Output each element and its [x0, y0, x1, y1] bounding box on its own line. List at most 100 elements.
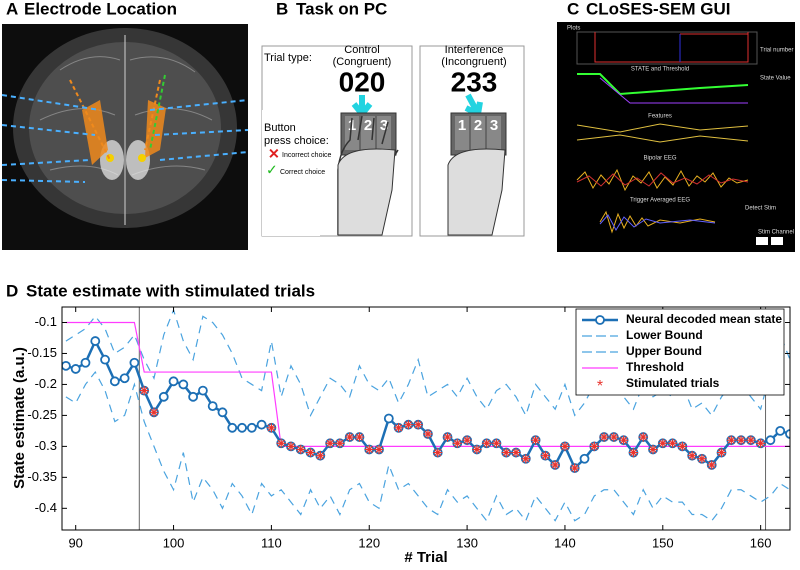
label: Control — [344, 44, 379, 56]
x-tick-label: 140 — [554, 535, 576, 550]
data-point — [70, 364, 81, 374]
gui-label: Plots — [567, 26, 580, 32]
key-label: 2 — [474, 117, 482, 134]
stim-marker — [403, 420, 413, 430]
stim-marker — [482, 438, 492, 448]
gui-label: State Value — [760, 76, 791, 82]
y-tick-label: -0.35 — [27, 469, 57, 484]
data-point — [198, 385, 208, 396]
stim-marker — [276, 438, 286, 448]
data-point — [100, 354, 110, 365]
stim-marker — [540, 451, 550, 461]
data-point — [109, 376, 120, 387]
data-point — [217, 407, 228, 418]
stim-marker — [511, 448, 521, 458]
stim-marker — [736, 435, 746, 445]
gui-label: Trigger Averaged EEG — [630, 198, 690, 204]
stim-marker — [335, 438, 345, 448]
x-tick-label: 110 — [261, 535, 282, 550]
incorrect-icon: ✕ — [268, 146, 280, 162]
panel-title: Task on PC — [296, 0, 387, 18]
keypad: 1 2 3 — [447, 112, 507, 236]
x-tick-label: 120 — [358, 535, 380, 550]
stim-marker — [413, 420, 423, 430]
stim-marker — [521, 454, 531, 464]
data-point — [579, 453, 590, 464]
panel-title: CLoSES-SEM GUI — [586, 0, 731, 18]
gui-label: STATE and Threshold — [631, 67, 689, 73]
stim-marker — [315, 451, 325, 461]
plot-frame — [61, 306, 791, 531]
stim-marker — [560, 441, 570, 451]
stim-marker — [707, 460, 717, 470]
data-point — [246, 422, 257, 433]
stim-marker — [658, 438, 668, 448]
stim-marker — [296, 444, 306, 454]
stim-marker — [423, 429, 433, 439]
data-point — [237, 422, 247, 433]
label: (Incongruent) — [441, 56, 506, 68]
label: press choice: — [264, 135, 329, 147]
data-point — [158, 391, 169, 402]
chart-title: State estimate with stimulated trials — [26, 281, 315, 300]
stim-marker — [139, 386, 149, 396]
panel-label: D — [6, 281, 18, 300]
label: Button — [264, 122, 296, 134]
data-point — [80, 357, 91, 368]
legend-label: Stimulated trials — [626, 376, 720, 390]
plot-area — [62, 307, 790, 530]
panel-label: B — [276, 0, 288, 18]
legend-label: Neural decoded mean state — [626, 312, 782, 326]
label: Incorrect choice — [282, 152, 332, 159]
stim-marker — [374, 444, 384, 454]
stim-marker — [354, 432, 364, 442]
stim-marker — [452, 438, 462, 448]
data-point — [178, 379, 189, 390]
gui-label: Bipolar EEG — [643, 156, 676, 162]
legend-label: Threshold — [626, 360, 684, 374]
key-label: 2 — [364, 117, 372, 134]
data-point — [90, 336, 101, 346]
data-point — [168, 376, 179, 387]
data-point — [785, 429, 790, 439]
stim-marker — [687, 451, 697, 461]
stim-marker — [570, 463, 580, 473]
data-point — [129, 357, 140, 368]
stim-marker — [668, 438, 678, 448]
gui-label: Detect Stim — [745, 206, 776, 212]
x-tick-label: 150 — [652, 535, 674, 550]
stim-marker — [325, 438, 335, 448]
data-point — [207, 401, 218, 412]
stim-marker — [345, 432, 355, 442]
panel-label: C — [567, 0, 579, 18]
data-point — [227, 422, 238, 433]
stimulus-number: 020 — [339, 66, 386, 97]
card-cutout — [262, 110, 320, 236]
stim-marker — [501, 448, 511, 458]
stim-marker — [550, 460, 560, 470]
y-tick-label: -0.15 — [27, 345, 57, 360]
label: Trial type: — [264, 52, 312, 64]
x-axis-title: # Trial — [404, 549, 447, 566]
card — [419, 45, 525, 237]
stim-marker — [599, 432, 609, 442]
legend-swatch: * — [597, 378, 603, 395]
y-axis-title: State estimate (a.u.) — [11, 347, 28, 489]
stim-marker — [306, 448, 316, 458]
stim-marker — [266, 423, 276, 433]
correct-icon: ✓ — [266, 162, 278, 178]
stim-marker — [609, 432, 619, 442]
panel-title: Electrode Location — [24, 0, 177, 18]
stim-marker — [619, 435, 629, 445]
label: Interference — [445, 44, 504, 56]
data-point — [188, 391, 199, 402]
y-tick-label: -0.4 — [35, 500, 57, 515]
stimulus-number: 233 — [451, 66, 498, 97]
stim-marker — [697, 454, 707, 464]
stim-marker — [394, 423, 404, 433]
stim-marker — [433, 448, 443, 458]
stim-marker — [726, 435, 736, 445]
data-point — [765, 435, 776, 446]
